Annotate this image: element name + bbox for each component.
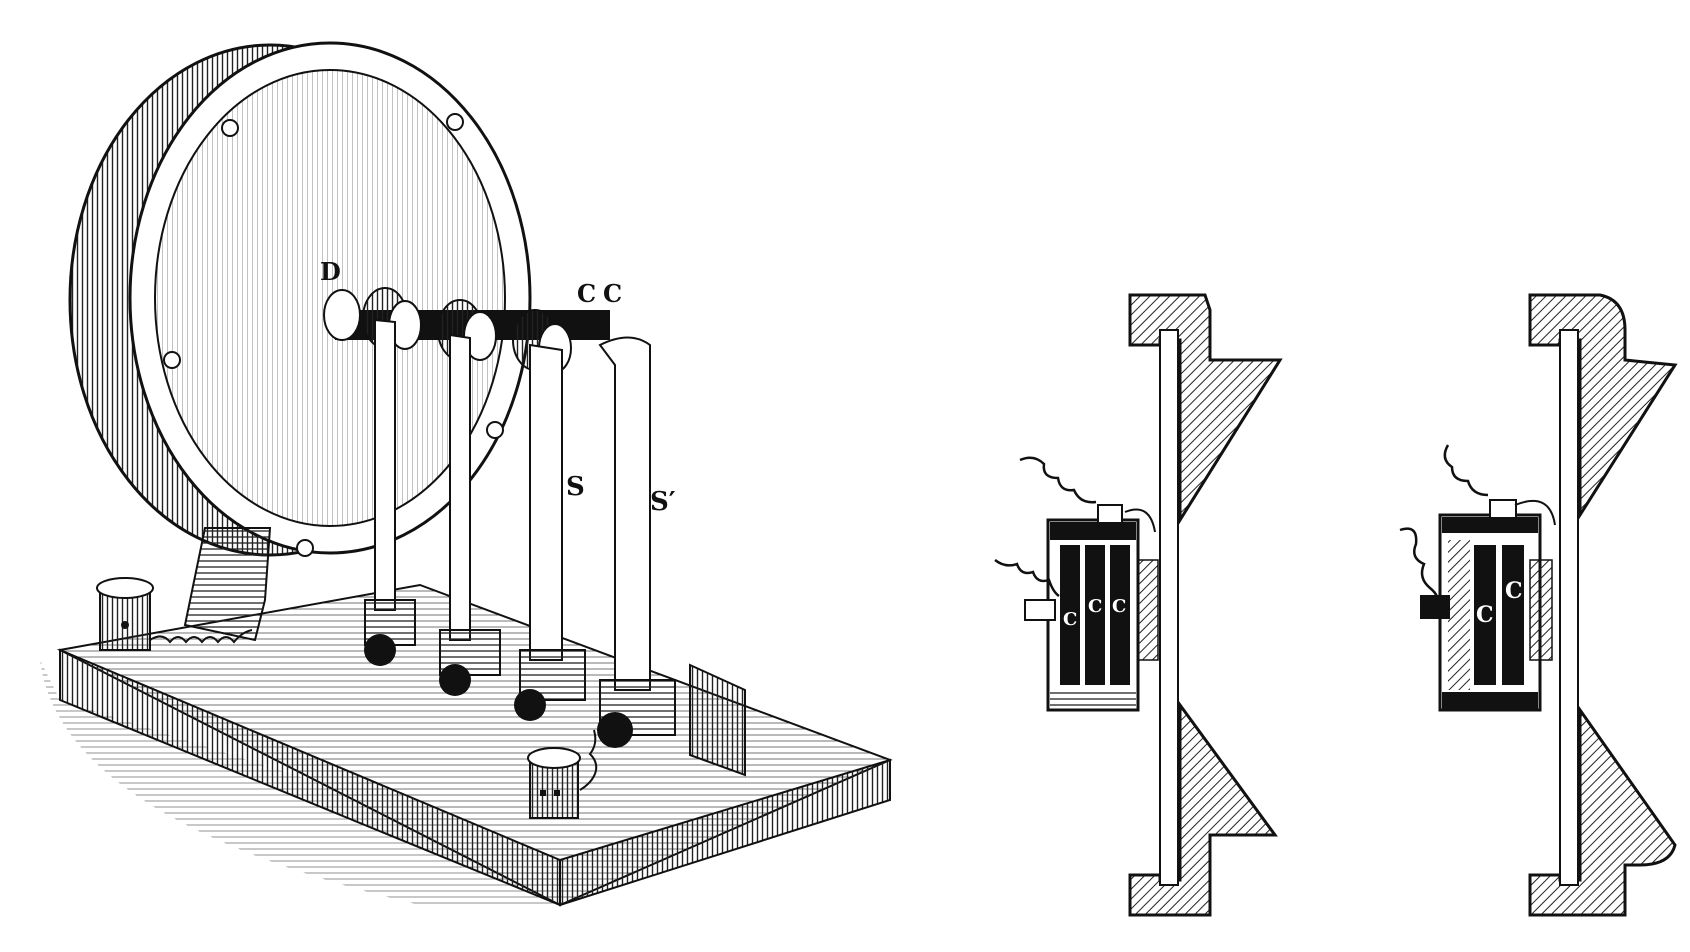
section-1-label-c2: C	[1088, 596, 1102, 617]
label-D: D	[320, 257, 341, 286]
dynamo-apparatus: D C C S S′	[40, 41, 893, 907]
label-C-2: C	[603, 279, 622, 308]
right-wire	[579, 729, 598, 791]
label-C-1: C	[577, 279, 596, 308]
section-1-wire-loop	[1124, 508, 1156, 533]
section-view-1: C C C	[994, 293, 1283, 917]
section-2-lower-pole	[1528, 705, 1677, 917]
section-1-plate	[1159, 329, 1179, 886]
section-2-label-c1: C	[1476, 602, 1494, 628]
section-2-upper-pole	[1528, 293, 1678, 521]
base-board	[56, 583, 893, 907]
left-binding-post	[96, 577, 154, 651]
label-S-prime: S′	[650, 487, 676, 517]
section-2-wire-loop	[1514, 500, 1556, 526]
section-2-plate	[1559, 329, 1579, 886]
label-S: S	[566, 472, 585, 502]
section-2-wire-top	[1443, 444, 1489, 497]
brush-spring-1	[364, 318, 416, 666]
brush-spring-2	[439, 333, 501, 696]
section-1-wire-top	[1019, 456, 1097, 504]
section-1-upper-pole	[1128, 293, 1283, 526]
brush-spring-S-prime	[597, 336, 676, 748]
brush-spring-S	[514, 343, 586, 721]
section-2-wire-side	[1399, 527, 1440, 607]
section-1-wire-side	[994, 558, 1060, 598]
left-wire	[149, 629, 253, 644]
right-binding-post	[527, 747, 581, 819]
section-view-2: C C	[1399, 293, 1678, 917]
section-1-lower-pole	[1128, 700, 1278, 917]
disc-pedestal	[183, 527, 272, 642]
section-2-coil-housing	[1420, 499, 1553, 712]
section-2-label-c2: C	[1505, 578, 1523, 604]
section-1-label-c1: C	[1063, 609, 1077, 630]
section-1-coil-housing	[1024, 504, 1159, 712]
end-block	[689, 663, 746, 777]
section-1-label-c3: C	[1112, 596, 1126, 617]
